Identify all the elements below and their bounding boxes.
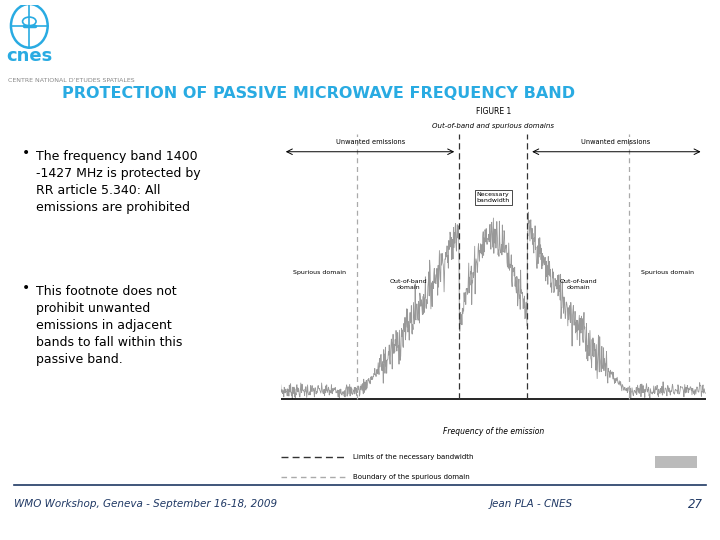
Text: Out-of-band
domain: Out-of-band domain [390, 279, 427, 290]
Text: passive band.: passive band. [36, 353, 122, 366]
Text: Out-of-band
domain: Out-of-band domain [559, 279, 597, 290]
Text: Jean PLA - CNES: Jean PLA - CNES [490, 499, 573, 509]
Text: PROTECTION OF PASSIVE MICROWAVE FREQUENCY BAND: PROTECTION OF PASSIVE MICROWAVE FREQUENC… [62, 85, 575, 100]
Text: This footnote does not: This footnote does not [36, 285, 176, 298]
Text: prohibit unwanted: prohibit unwanted [36, 302, 150, 315]
FancyBboxPatch shape [655, 456, 697, 468]
Text: -1427 MHz is protected by: -1427 MHz is protected by [36, 167, 201, 180]
Text: 27: 27 [688, 497, 703, 510]
Text: Necessary
bandwidth: Necessary bandwidth [477, 192, 510, 203]
Text: cnes: cnes [6, 48, 53, 65]
Text: CENTRE NATIONAL D’ETUDES SPATIALES: CENTRE NATIONAL D’ETUDES SPATIALES [8, 78, 135, 83]
Text: bands to fall within this: bands to fall within this [36, 336, 182, 349]
Text: Boundary of the spurious domain: Boundary of the spurious domain [353, 474, 469, 480]
Text: Unwanted emissions: Unwanted emissions [581, 139, 650, 145]
Text: Frequency of the emission: Frequency of the emission [443, 427, 544, 436]
Text: •: • [22, 281, 30, 295]
Text: Unwanted emissions: Unwanted emissions [336, 139, 405, 145]
Text: WMO Workshop, Geneva - September 16-18, 2009: WMO Workshop, Geneva - September 16-18, … [14, 499, 277, 509]
Text: Spurious domain: Spurious domain [292, 270, 346, 275]
Text: •: • [22, 146, 30, 160]
Text: emissions are prohibited: emissions are prohibited [36, 201, 190, 214]
Text: Spurious domain: Spurious domain [641, 270, 694, 275]
Text: Out-of-band and spurious domains: Out-of-band and spurious domains [432, 123, 554, 129]
Text: Limits of the necessary bandwidth: Limits of the necessary bandwidth [353, 454, 474, 461]
Text: RR article 5.340: All: RR article 5.340: All [36, 184, 161, 197]
Text: FIGURE 1: FIGURE 1 [476, 107, 510, 116]
Text: The frequency band 1400: The frequency band 1400 [36, 150, 197, 163]
Text: emissions in adjacent: emissions in adjacent [36, 319, 172, 332]
